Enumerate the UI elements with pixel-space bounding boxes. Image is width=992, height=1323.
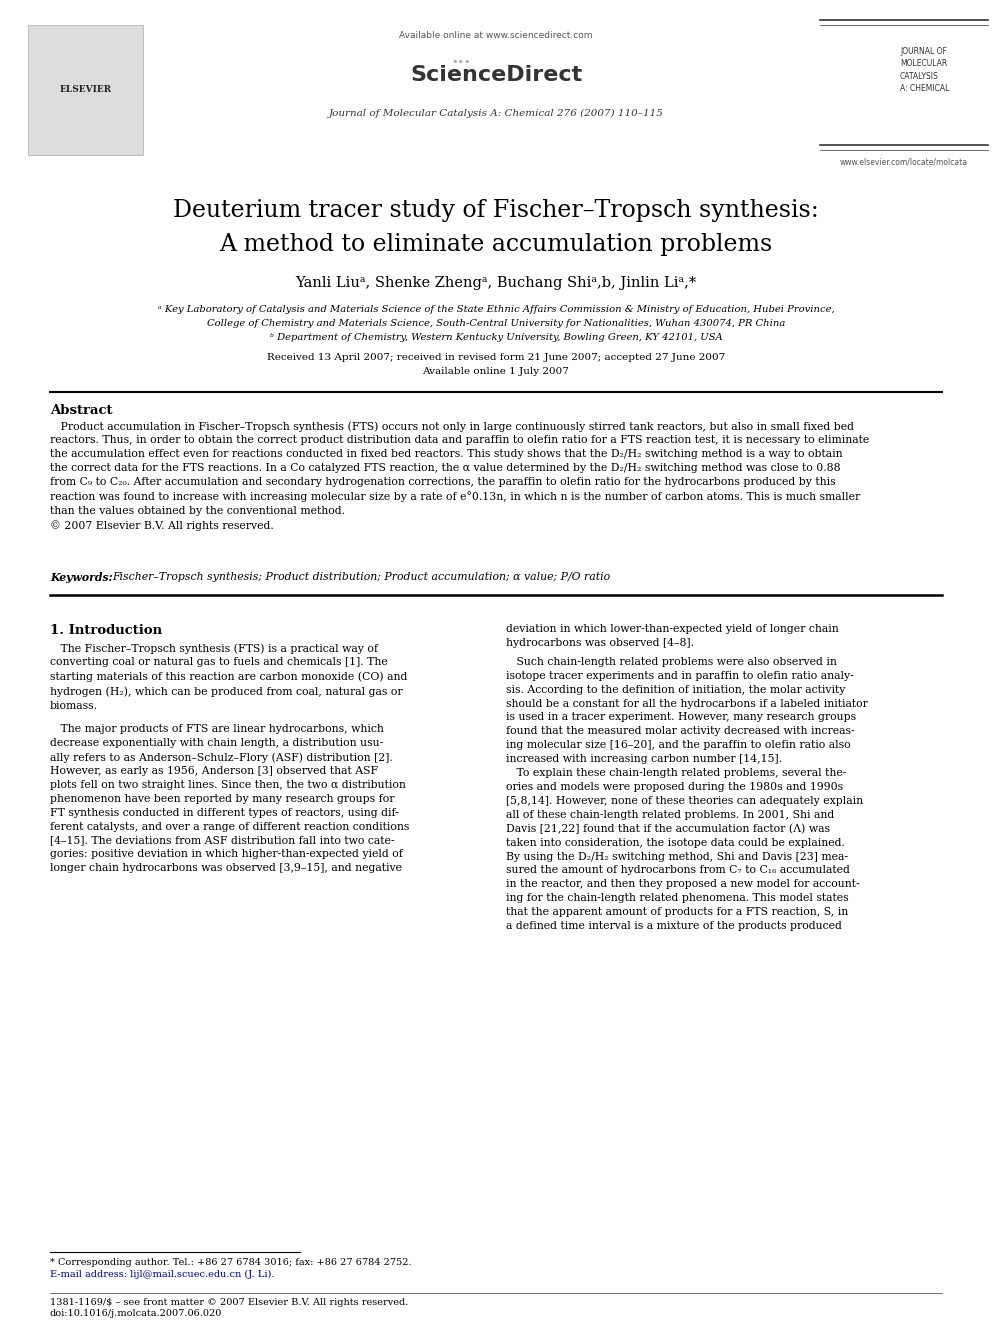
Text: Yanli Liuᵃ, Shenke Zhengᵃ, Buchang Shiᵃ,b, Jinlin Liᵃ,*: Yanli Liuᵃ, Shenke Zhengᵃ, Buchang Shiᵃ,…: [296, 277, 696, 290]
Text: •••: •••: [451, 57, 471, 67]
Text: * Corresponding author. Tel.: +86 27 6784 3016; fax: +86 27 6784 2752.: * Corresponding author. Tel.: +86 27 678…: [50, 1258, 412, 1267]
Text: To explain these chain-length related problems, several the-
ories and models we: To explain these chain-length related pr…: [506, 767, 863, 931]
Text: Available online 1 July 2007: Available online 1 July 2007: [423, 368, 569, 377]
Text: Available online at www.sciencedirect.com: Available online at www.sciencedirect.co…: [399, 30, 593, 40]
Text: Abstract: Abstract: [50, 404, 112, 417]
Text: Such chain-length related problems were also observed in
isotope tracer experime: Such chain-length related problems were …: [506, 658, 868, 763]
Text: Keywords:: Keywords:: [50, 572, 120, 583]
Text: College of Chemistry and Materials Science, South-Central University for Nationa: College of Chemistry and Materials Scien…: [206, 319, 786, 328]
Text: The major products of FTS are linear hydrocarbons, which
decrease exponentially : The major products of FTS are linear hyd…: [50, 724, 410, 873]
Text: Fischer–Tropsch synthesis; Product distribution; Product accumulation; α value; : Fischer–Tropsch synthesis; Product distr…: [112, 572, 610, 582]
Text: ScienceDirect: ScienceDirect: [410, 65, 582, 85]
Text: JOURNAL OF
MOLECULAR
CATALYSIS
A: CHEMICAL: JOURNAL OF MOLECULAR CATALYSIS A: CHEMIC…: [900, 46, 949, 93]
Text: doi:10.1016/j.molcata.2007.06.020: doi:10.1016/j.molcata.2007.06.020: [50, 1308, 222, 1318]
Text: ᵇ Department of Chemistry, Western Kentucky University, Bowling Green, KY 42101,: ᵇ Department of Chemistry, Western Kentu…: [270, 333, 722, 343]
Bar: [28, 25, 143, 155]
Text: 1381-1169/$ – see front matter © 2007 Elsevier B.V. All rights reserved.: 1381-1169/$ – see front matter © 2007 El…: [50, 1298, 409, 1307]
Text: ᵃ Key Laboratory of Catalysis and Materials Science of the State Ethnic Affairs : ᵃ Key Laboratory of Catalysis and Materi…: [158, 306, 834, 315]
Text: Product accumulation in Fischer–Tropsch synthesis (FTS) occurs not only in large: Product accumulation in Fischer–Tropsch …: [50, 421, 869, 531]
Text: ELSEVIER: ELSEVIER: [60, 86, 112, 94]
Text: Received 13 April 2007; received in revised form 21 June 2007; accepted 27 June : Received 13 April 2007; received in revi…: [267, 353, 725, 363]
Text: A method to eliminate accumulation problems: A method to eliminate accumulation probl…: [219, 233, 773, 257]
Text: deviation in which lower-than-expected yield of longer chain
hydrocarbons was ob: deviation in which lower-than-expected y…: [506, 624, 839, 648]
Text: Deuterium tracer study of Fischer–Tropsch synthesis:: Deuterium tracer study of Fischer–Tropsc…: [174, 198, 818, 221]
Text: 1. Introduction: 1. Introduction: [50, 624, 162, 636]
Text: www.elsevier.com/locate/molcata: www.elsevier.com/locate/molcata: [840, 157, 968, 167]
Text: E-mail address: lijl@mail.scuec.edu.cn (J. Li).: E-mail address: lijl@mail.scuec.edu.cn (…: [50, 1270, 275, 1279]
Text: The Fischer–Tropsch synthesis (FTS) is a practical way of
converting coal or nat: The Fischer–Tropsch synthesis (FTS) is a…: [50, 643, 408, 710]
Text: Journal of Molecular Catalysis A: Chemical 276 (2007) 110–115: Journal of Molecular Catalysis A: Chemic…: [328, 108, 664, 118]
